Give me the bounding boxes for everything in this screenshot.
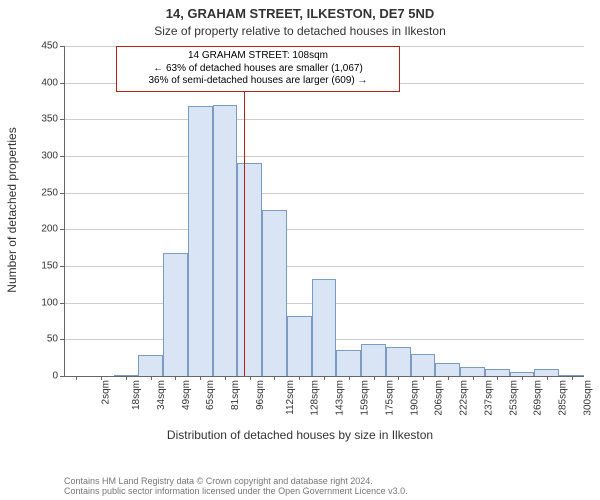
chart-title-sub: Size of property relative to detached ho… <box>0 24 600 38</box>
y-tick-label: 50 <box>47 334 58 345</box>
y-tick-label: 350 <box>41 114 58 125</box>
x-tick-mark <box>448 376 449 380</box>
y-tick-label: 400 <box>41 77 58 88</box>
x-tick-label: 206sqm <box>434 380 445 416</box>
info-line-1: 14 GRAHAM STREET: 108sqm <box>123 50 393 63</box>
x-tick-label: 175sqm <box>384 380 395 416</box>
x-tick-label: 159sqm <box>360 380 371 416</box>
x-tick-label: 269sqm <box>533 380 544 416</box>
x-tick-mark <box>398 376 399 380</box>
histogram-bar <box>213 105 238 376</box>
x-tick-label: 81sqm <box>230 380 241 410</box>
chart-container: 14, GRAHAM STREET, ILKESTON, DE7 5ND Siz… <box>0 0 600 500</box>
x-tick-mark <box>76 376 77 380</box>
histogram-bar <box>336 350 361 376</box>
y-tick-label: 0 <box>52 371 58 382</box>
x-tick-mark <box>374 376 375 380</box>
info-box: 14 GRAHAM STREET: 108sqm ← 63% of detach… <box>116 46 400 92</box>
y-tick-label: 450 <box>41 41 58 52</box>
x-tick-label: 18sqm <box>131 380 142 410</box>
x-tick-label: 65sqm <box>205 380 216 410</box>
y-axis-line <box>64 46 65 376</box>
gridline <box>64 156 584 157</box>
y-tick-label: 150 <box>41 261 58 272</box>
x-tick-mark <box>151 376 152 380</box>
x-tick-mark <box>423 376 424 380</box>
gridline <box>64 119 584 120</box>
x-tick-label: 300sqm <box>582 380 593 416</box>
histogram-bar <box>485 369 510 376</box>
histogram-bar <box>138 355 163 376</box>
x-axis-label: Distribution of detached houses by size … <box>0 428 600 442</box>
gridline <box>64 266 584 267</box>
x-tick-label: 285sqm <box>558 380 569 416</box>
x-tick-mark <box>101 376 102 380</box>
histogram-bar <box>435 363 460 376</box>
histogram-bar <box>312 279 337 376</box>
x-tick-mark <box>225 376 226 380</box>
x-tick-mark <box>250 376 251 380</box>
x-tick-mark <box>274 376 275 380</box>
x-tick-label: 34sqm <box>156 380 167 410</box>
histogram-bar <box>188 106 213 376</box>
x-tick-label: 222sqm <box>459 380 470 416</box>
info-line-2: ← 63% of detached houses are smaller (1,… <box>123 63 393 76</box>
y-tick-label: 250 <box>41 187 58 198</box>
x-tick-label: 190sqm <box>409 380 420 416</box>
histogram-bar <box>534 369 559 376</box>
gridline <box>64 193 584 194</box>
histogram-bar <box>361 344 386 376</box>
x-tick-mark <box>175 376 176 380</box>
x-tick-label: 237sqm <box>483 380 494 416</box>
histogram-bar <box>460 367 485 376</box>
x-tick-label: 143sqm <box>335 380 346 416</box>
x-tick-mark <box>473 376 474 380</box>
histogram-bar <box>287 316 312 376</box>
histogram-bar <box>411 354 436 376</box>
y-tick-label: 300 <box>41 151 58 162</box>
x-tick-mark <box>572 376 573 380</box>
histogram-bar <box>262 210 287 376</box>
reference-line <box>244 46 245 376</box>
x-tick-label: 128sqm <box>310 380 321 416</box>
histogram-bar <box>163 253 188 376</box>
x-tick-mark <box>497 376 498 380</box>
y-tick-label: 100 <box>41 297 58 308</box>
gridline <box>64 229 584 230</box>
copyright-block: Contains HM Land Registry data © Crown c… <box>64 476 408 496</box>
x-tick-mark <box>349 376 350 380</box>
x-tick-label: 253sqm <box>508 380 519 416</box>
x-tick-mark <box>299 376 300 380</box>
histogram-bar <box>237 163 262 376</box>
x-tick-mark <box>200 376 201 380</box>
x-tick-mark <box>324 376 325 380</box>
x-tick-label: 2sqm <box>101 380 112 404</box>
x-tick-label: 96sqm <box>255 380 266 410</box>
x-tick-mark <box>126 376 127 380</box>
plot-area: 0501001502002503003504004502sqm18sqm34sq… <box>64 46 584 376</box>
copyright-line-1: Contains HM Land Registry data © Crown c… <box>64 476 408 486</box>
chart-title-main: 14, GRAHAM STREET, ILKESTON, DE7 5ND <box>0 6 600 21</box>
copyright-line-2: Contains public sector information licen… <box>64 486 408 496</box>
x-tick-mark <box>522 376 523 380</box>
x-tick-label: 49sqm <box>181 380 192 410</box>
x-tick-label: 112sqm <box>285 380 296 415</box>
x-tick-mark <box>547 376 548 380</box>
histogram-bar <box>386 347 411 376</box>
y-axis-label: Number of detached properties <box>5 110 19 310</box>
y-tick-label: 200 <box>41 224 58 235</box>
info-line-3: 36% of semi-detached houses are larger (… <box>123 75 393 88</box>
